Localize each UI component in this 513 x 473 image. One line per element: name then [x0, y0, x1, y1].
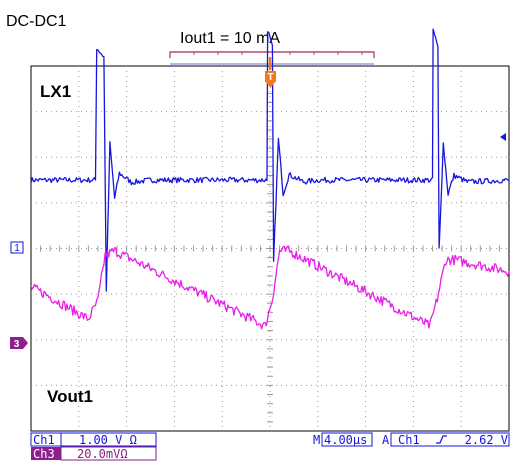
trigger-mode: A: [382, 433, 390, 447]
svg-text:1: 1: [14, 243, 20, 254]
trace-vout1: [30, 245, 510, 330]
ch1-status-label[interactable]: Ch1: [33, 433, 55, 447]
timebase-prefix: M: [313, 433, 320, 447]
channel-1-marker[interactable]: 1: [10, 241, 24, 254]
trigger-level-value[interactable]: 2.62 V: [465, 433, 508, 447]
trigger-source[interactable]: Ch1: [398, 433, 420, 447]
ch1-scale-value[interactable]: 1.00 V Ω: [79, 433, 137, 447]
section-title: DC-DC1: [6, 13, 67, 30]
ch3-scale-value[interactable]: 20.0mVΩ: [77, 447, 128, 461]
svg-text:T: T: [267, 72, 273, 83]
trigger-position-marker[interactable]: T: [265, 57, 276, 88]
trace-label-vout1: Vout1: [47, 387, 93, 406]
trigger-level-arrow-icon[interactable]: [500, 133, 506, 141]
waveform-traces: [30, 28, 510, 330]
status-bar: Ch1 1.00 V Ω Ch3 20.0mVΩ M 4.00µs A Ch1 …: [30, 432, 510, 461]
rising-edge-icon: [436, 435, 447, 444]
trace-label-lx1: LX1: [40, 82, 71, 101]
graticule-grid: [31, 66, 509, 431]
channel-3-marker[interactable]: 3: [10, 337, 28, 350]
timebase-value[interactable]: 4.00µs: [324, 433, 367, 447]
trace-lx1: [30, 28, 509, 292]
condition-label: Iout1 = 10 mA: [180, 30, 280, 47]
ch3-status-label[interactable]: Ch3: [33, 447, 55, 461]
svg-text:3: 3: [14, 339, 20, 350]
